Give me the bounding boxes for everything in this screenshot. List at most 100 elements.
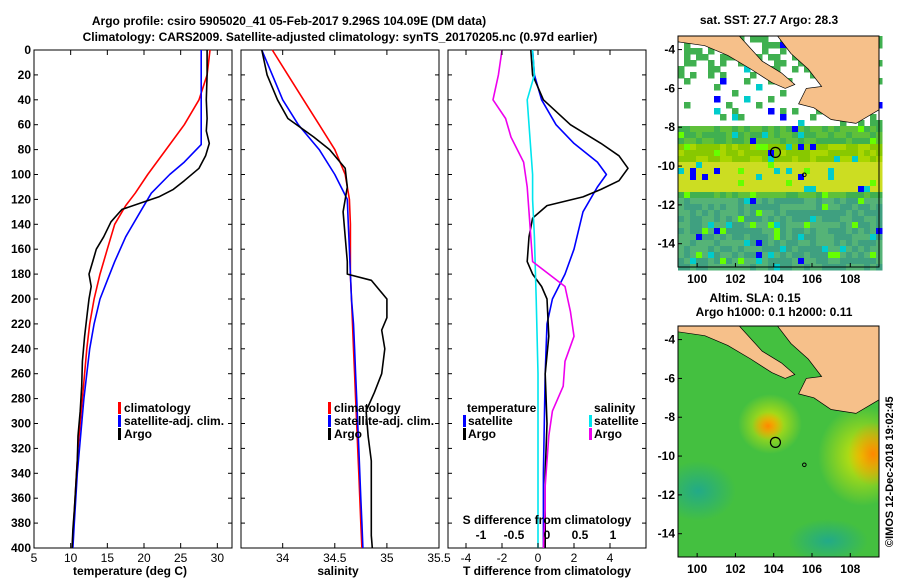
sst-pixel (774, 252, 781, 259)
sst-pixel (846, 234, 853, 241)
y-tick-label: 80 (18, 143, 32, 157)
map-y-tick-label: -10 (658, 159, 676, 173)
sst-pixel (720, 192, 727, 199)
sst-pixel (816, 258, 823, 265)
sst-pixel (864, 204, 871, 211)
sst-pixel (840, 174, 847, 181)
sst-pixel (738, 150, 745, 157)
sst-pixel (870, 216, 877, 223)
y-tick-label: 280 (11, 392, 31, 406)
sst-pixel (738, 156, 745, 163)
sst-pixel (810, 258, 817, 265)
sst-pixel (804, 150, 811, 157)
sst-pixel (750, 72, 757, 79)
sst-pixel (678, 72, 685, 79)
sst-pixel (864, 156, 871, 163)
sst-pixel (678, 216, 685, 223)
sst-pixel (774, 162, 781, 169)
sst-pixel (852, 168, 859, 175)
sst-pixel (768, 228, 775, 235)
sst-pixel (828, 216, 835, 223)
sst-pixel (732, 126, 739, 133)
sst-pixel (798, 162, 805, 169)
sst-pixel (684, 198, 691, 205)
sst-pixel (756, 228, 763, 235)
sst-pixel (726, 126, 733, 133)
sst-pixel (750, 210, 757, 217)
sst-pixel (834, 216, 841, 223)
sst-pixel (828, 240, 835, 247)
legend-swatch-t-argo (463, 428, 466, 440)
sst-pixel (822, 168, 829, 175)
sst-pixel (840, 210, 847, 217)
sst-pixel (858, 126, 865, 133)
sst-pixel (792, 228, 799, 235)
sst-pixel (744, 216, 751, 223)
sst-pixel (690, 216, 697, 223)
y-tick-label: 320 (11, 441, 31, 455)
map-y-tick-label: -12 (658, 488, 676, 502)
sst-pixel (834, 210, 841, 217)
sst-pixel (720, 150, 727, 157)
sst-pixel (774, 54, 781, 61)
sst-pixel (690, 180, 697, 187)
sst-pixel (864, 246, 871, 253)
sst-pixel (846, 258, 853, 265)
sst-pixel (864, 228, 871, 235)
sst-pixel (726, 174, 733, 181)
sst-pixel (780, 114, 787, 121)
sst-pixel (690, 126, 697, 133)
y-tick-label: 20 (18, 68, 32, 82)
sst-pixel (816, 216, 823, 223)
sst-pixel (702, 186, 709, 193)
title-line-2: Climatology: CARS2009. Satellite-adjuste… (83, 30, 598, 44)
sst-pixel (684, 78, 691, 85)
sst-pixel (762, 228, 769, 235)
sst-pixel (720, 132, 727, 139)
sst-pixel (804, 210, 811, 217)
sst-pixel (732, 234, 739, 241)
sst-pixel (828, 150, 835, 157)
sst-pixel (864, 168, 871, 175)
sst-pixel (864, 162, 871, 169)
y-tick-label: 40 (18, 93, 32, 107)
sst-pixel (702, 204, 709, 211)
sst-pixel (864, 132, 871, 139)
sst-pixel (834, 126, 841, 133)
sst-pixel (822, 240, 829, 247)
sst-pixel (684, 210, 691, 217)
sst-pixel (846, 126, 853, 133)
sst-pixel (828, 222, 835, 229)
sst-pixel (684, 168, 691, 175)
sst-pixel (690, 228, 697, 235)
sst-pixel (804, 138, 811, 145)
salinity-legend: climatology satellite-adj. clim. Argo (328, 401, 434, 441)
sst-pixel (756, 156, 763, 163)
sst-pixel (714, 138, 721, 145)
sst-pixel (864, 180, 871, 187)
sst-pixel (678, 180, 685, 187)
legend-label-t-argo: Argo (468, 427, 496, 441)
sst-pixel (702, 210, 709, 217)
sst-pixel (678, 204, 685, 211)
s-tick-label: 1 (610, 528, 617, 542)
sst-pixel (726, 228, 733, 235)
sst-pixel (708, 72, 715, 79)
sst-pixel (834, 132, 841, 139)
sst-pixel (822, 126, 829, 133)
sst-pixel (756, 186, 763, 193)
sst-pixel (690, 156, 697, 163)
sst-pixel (696, 138, 703, 145)
sst-pixel (678, 150, 685, 157)
sst-pixel (846, 180, 853, 187)
sst-pixel (840, 258, 847, 265)
sst-pixel (744, 174, 751, 181)
sst-pixel (828, 192, 835, 199)
sst-pixel (780, 42, 787, 49)
sst-pixel (732, 132, 739, 139)
sst-pixel (696, 180, 703, 187)
sst-pixel (870, 204, 877, 211)
sst-pixel (792, 246, 799, 253)
legend-label-s-argo: Argo (594, 427, 622, 441)
sst-pixel (702, 132, 709, 139)
